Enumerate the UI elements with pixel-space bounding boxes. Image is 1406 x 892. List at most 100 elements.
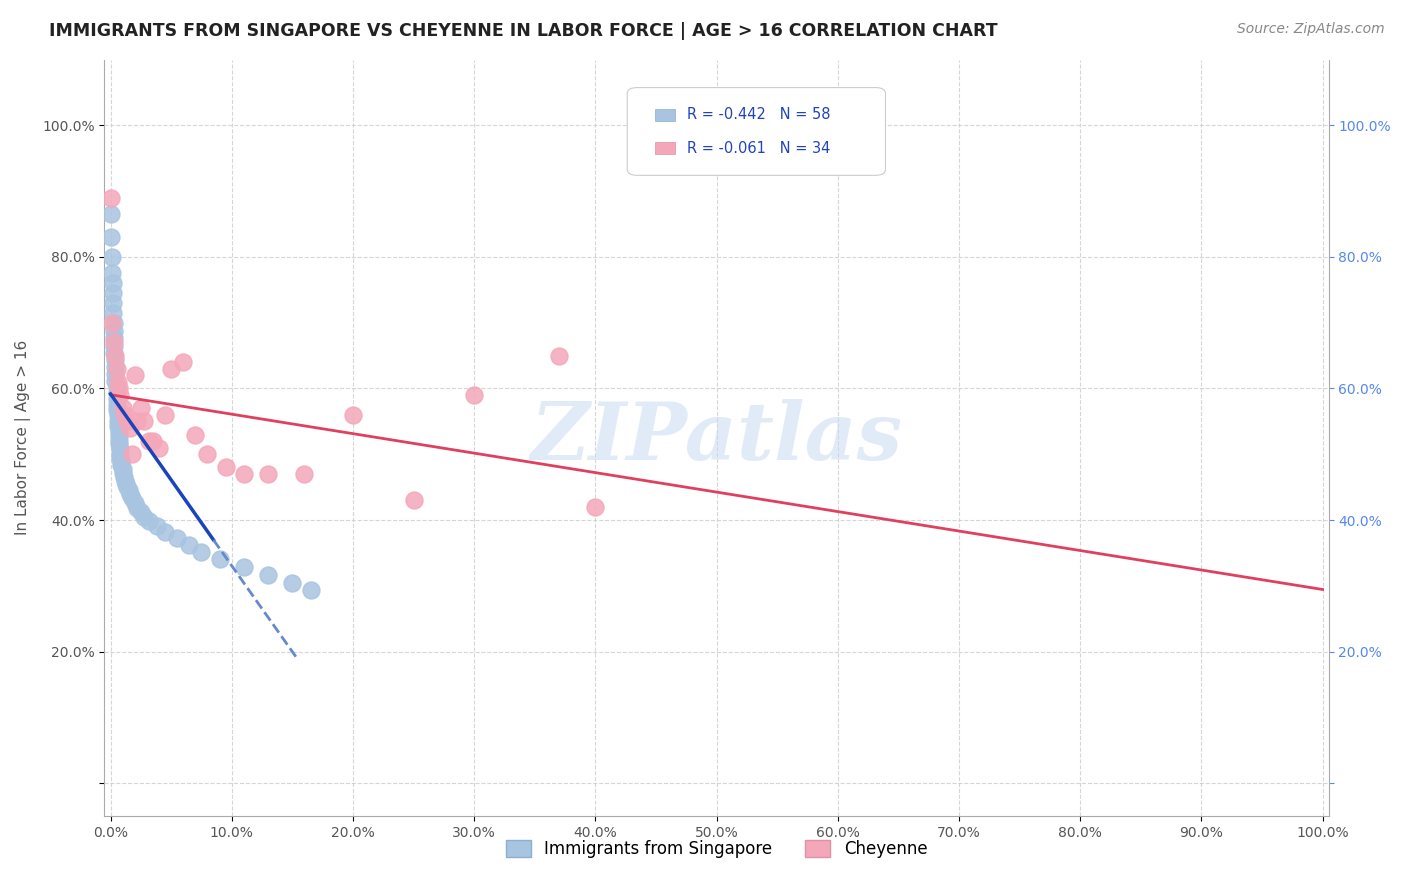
Point bbox=[107, 419, 129, 434]
Text: R = -0.061   N = 34: R = -0.061 N = 34 bbox=[688, 141, 831, 155]
Point bbox=[145, 519, 167, 533]
Point bbox=[124, 368, 146, 383]
Point bbox=[257, 467, 280, 481]
Point bbox=[138, 434, 160, 448]
FancyBboxPatch shape bbox=[627, 87, 886, 176]
Point bbox=[110, 458, 132, 473]
Point bbox=[108, 424, 131, 438]
Point bbox=[190, 544, 212, 558]
Point bbox=[101, 306, 124, 320]
Point bbox=[105, 398, 128, 412]
Point bbox=[118, 483, 141, 498]
Point bbox=[108, 433, 131, 447]
Point bbox=[294, 467, 316, 481]
Point bbox=[105, 386, 128, 401]
Point bbox=[110, 442, 132, 456]
Point bbox=[121, 447, 143, 461]
Point bbox=[160, 361, 183, 376]
Point bbox=[138, 514, 160, 528]
Point bbox=[101, 286, 124, 301]
Point bbox=[112, 470, 135, 484]
Point bbox=[105, 392, 128, 406]
Text: ZIPatlas: ZIPatlas bbox=[530, 399, 903, 476]
Point bbox=[117, 480, 139, 494]
Point bbox=[142, 434, 165, 448]
Point bbox=[110, 454, 132, 468]
Point bbox=[105, 361, 128, 376]
Point bbox=[342, 408, 364, 422]
Point bbox=[110, 388, 132, 402]
FancyBboxPatch shape bbox=[655, 109, 675, 121]
Point bbox=[107, 375, 129, 389]
Point bbox=[115, 476, 138, 491]
Point bbox=[105, 380, 128, 394]
Point bbox=[583, 500, 606, 514]
Point bbox=[114, 408, 136, 422]
Point bbox=[402, 493, 425, 508]
Point bbox=[103, 331, 125, 345]
Point bbox=[100, 266, 122, 280]
Point bbox=[257, 568, 280, 582]
Point bbox=[127, 414, 149, 428]
Point bbox=[104, 367, 127, 381]
Point bbox=[100, 191, 122, 205]
Point bbox=[108, 437, 131, 451]
Point bbox=[281, 576, 304, 591]
Point bbox=[548, 349, 571, 363]
FancyBboxPatch shape bbox=[655, 142, 675, 154]
Point bbox=[118, 486, 141, 500]
Text: Source: ZipAtlas.com: Source: ZipAtlas.com bbox=[1237, 22, 1385, 37]
Point bbox=[104, 353, 127, 368]
Point bbox=[148, 441, 170, 455]
Point bbox=[118, 421, 141, 435]
Point bbox=[100, 230, 122, 244]
Point bbox=[100, 250, 122, 264]
Y-axis label: In Labor Force | Age > 16: In Labor Force | Age > 16 bbox=[15, 340, 31, 535]
Point bbox=[104, 349, 127, 363]
Point bbox=[197, 447, 219, 461]
Point bbox=[110, 446, 132, 460]
Point bbox=[107, 414, 129, 428]
Point bbox=[463, 388, 485, 402]
Point bbox=[127, 500, 149, 515]
Point bbox=[232, 467, 254, 481]
Text: R = -0.442   N = 58: R = -0.442 N = 58 bbox=[688, 107, 831, 122]
Point bbox=[104, 374, 127, 388]
Point bbox=[299, 582, 322, 597]
Point bbox=[105, 403, 128, 417]
Point bbox=[215, 460, 238, 475]
Point bbox=[124, 496, 146, 510]
Point bbox=[103, 346, 125, 360]
Point bbox=[103, 316, 125, 330]
Point bbox=[117, 414, 139, 428]
Point bbox=[184, 427, 207, 442]
Point bbox=[108, 428, 131, 442]
Point bbox=[101, 296, 124, 310]
Point bbox=[129, 505, 152, 519]
Point bbox=[179, 538, 201, 552]
Point bbox=[111, 401, 134, 416]
Point bbox=[172, 355, 194, 369]
Point bbox=[111, 467, 134, 481]
Point bbox=[100, 316, 122, 330]
Point bbox=[103, 335, 125, 350]
Point bbox=[121, 491, 143, 506]
Point bbox=[166, 532, 188, 546]
Point bbox=[153, 408, 176, 422]
Point bbox=[114, 474, 136, 488]
Point bbox=[110, 450, 132, 465]
Point bbox=[134, 509, 156, 524]
Point bbox=[111, 462, 134, 476]
Point bbox=[104, 360, 127, 375]
Point bbox=[107, 409, 129, 423]
Legend: Immigrants from Singapore, Cheyenne: Immigrants from Singapore, Cheyenne bbox=[499, 833, 934, 864]
Point bbox=[103, 339, 125, 353]
Text: IMMIGRANTS FROM SINGAPORE VS CHEYENNE IN LABOR FORCE | AGE > 16 CORRELATION CHAR: IMMIGRANTS FROM SINGAPORE VS CHEYENNE IN… bbox=[49, 22, 998, 40]
Point bbox=[129, 401, 152, 416]
Point bbox=[208, 552, 231, 566]
Point bbox=[101, 277, 124, 291]
Point bbox=[100, 207, 122, 221]
Point bbox=[108, 381, 131, 395]
Point bbox=[232, 560, 254, 574]
Point bbox=[153, 524, 176, 539]
